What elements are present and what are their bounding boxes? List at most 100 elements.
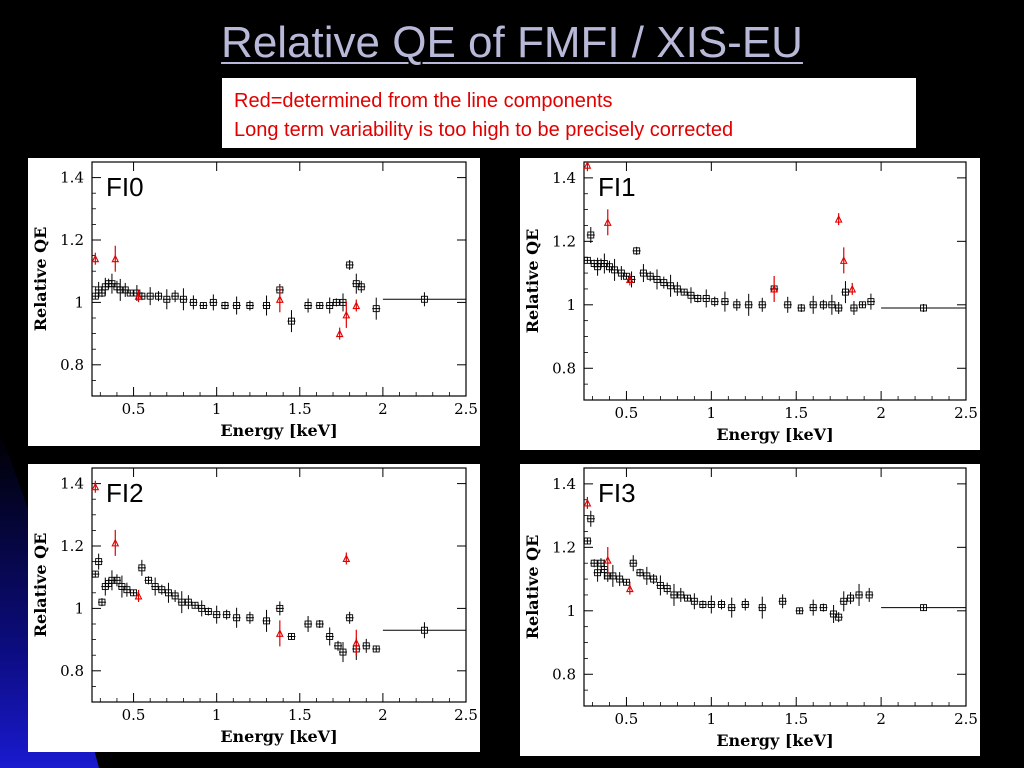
data-point (758, 297, 767, 312)
data-point (220, 301, 229, 310)
data-point (642, 566, 651, 585)
data-point (809, 599, 818, 616)
plot-area (584, 162, 966, 316)
data-point (758, 596, 767, 619)
data-point (357, 280, 366, 293)
panel-label: FI1 (598, 172, 636, 202)
data-point (646, 271, 655, 282)
data-point (839, 591, 848, 612)
data-point (212, 605, 221, 624)
data-point (171, 290, 180, 303)
data-point (112, 574, 121, 587)
y-tick-label: 1.2 (60, 231, 84, 249)
data-point (720, 291, 729, 312)
data-point (639, 264, 648, 283)
data-point (819, 603, 828, 612)
x-tick-label: 1.5 (288, 706, 312, 724)
y-tick-label: 1 (74, 293, 84, 311)
panel-label: FI0 (106, 172, 144, 202)
data-point (92, 292, 100, 300)
data-point (304, 616, 313, 632)
data-point (154, 291, 163, 302)
plot-frame (583, 161, 967, 401)
x-axis-label: Energy [keV] (220, 421, 337, 440)
line-component-point (134, 589, 143, 602)
y-tick-label: 1 (74, 599, 84, 617)
chart-fi1: 0.5 1 1.5 2 2.5 0.8 1 1.2 1.4 Energy [keV] Relativ… (523, 161, 978, 444)
data-point (881, 604, 966, 612)
line-component-point (352, 299, 361, 312)
x-tick-label: 1 (212, 706, 222, 724)
data-point (827, 294, 836, 315)
data-point (287, 633, 296, 640)
y-axis-label: Relative QE (523, 535, 542, 640)
data-point (325, 297, 334, 314)
note-line-1: Red=determined from the line components (234, 90, 613, 112)
data-point (683, 594, 692, 602)
x-tick-label: 0.5 (615, 404, 639, 422)
data-point (92, 570, 100, 578)
data-point (304, 298, 313, 313)
chart-fi2: 0.5 1 1.5 2 2.5 0.8 1 1.2 1.4 Energy [keV] Relativ… (31, 467, 478, 746)
data-point (778, 594, 787, 609)
x-tick-label: 0.5 (615, 710, 639, 728)
data-point (171, 589, 180, 602)
x-tick-label: 0.5 (122, 400, 146, 418)
data-point (144, 576, 153, 585)
data-point (717, 599, 726, 610)
data-point (686, 287, 695, 304)
x-tick-label: 2 (876, 710, 886, 728)
y-tick-label: 0.8 (552, 665, 576, 683)
data-point (287, 310, 296, 333)
data-point (584, 256, 592, 264)
data-point (372, 297, 381, 320)
data-point (584, 537, 592, 545)
data-point (97, 598, 106, 607)
chart-panel-fi3: 0.5 1 1.5 2 2.5 0.8 1 1.2 1.4 Energy [keV] Relativ… (520, 464, 980, 756)
data-point (653, 269, 662, 290)
line-component-point (92, 480, 100, 493)
data-point (809, 295, 818, 314)
data-point (608, 564, 617, 587)
x-tick-label: 2.5 (954, 710, 978, 728)
x-tick-label: 1.5 (784, 710, 808, 728)
line-component-point (770, 275, 779, 302)
data-point (659, 276, 668, 289)
data-point (199, 302, 208, 309)
line-component-point (352, 629, 361, 656)
x-tick-label: 1 (707, 404, 717, 422)
data-point (834, 301, 843, 314)
data-point (698, 600, 707, 609)
x-axis-label: Energy [keV] (716, 425, 833, 444)
y-tick-label: 1 (566, 602, 576, 620)
data-point (732, 298, 741, 311)
data-point (727, 597, 736, 618)
line-component-point (92, 252, 100, 265)
data-point (834, 612, 843, 623)
line-component-point (342, 301, 351, 328)
x-tick-label: 0.5 (122, 706, 146, 724)
x-tick-label: 1.5 (288, 400, 312, 418)
data-point (846, 592, 855, 605)
x-tick-label: 2 (378, 706, 388, 724)
y-tick-label: 0.8 (60, 662, 84, 680)
data-point (676, 587, 685, 602)
data-point (232, 296, 241, 315)
data-point (693, 294, 702, 303)
y-tick-label: 1.2 (552, 538, 576, 556)
slide-title: Relative QE of FMFI / XIS-EU (221, 18, 803, 67)
data-point (315, 620, 324, 628)
data-point (372, 645, 381, 653)
x-tick-label: 2.5 (954, 404, 978, 422)
data-point (94, 553, 103, 570)
data-point (586, 510, 595, 527)
data-point (334, 640, 343, 651)
x-tick-label: 2.5 (454, 400, 478, 418)
plot-frame (91, 467, 467, 703)
data-point (707, 595, 716, 614)
x-tick-label: 1 (707, 710, 717, 728)
data-point (275, 601, 284, 616)
data-point (245, 611, 254, 624)
line-component-point (603, 209, 612, 236)
y-tick-label: 1.2 (552, 232, 576, 250)
